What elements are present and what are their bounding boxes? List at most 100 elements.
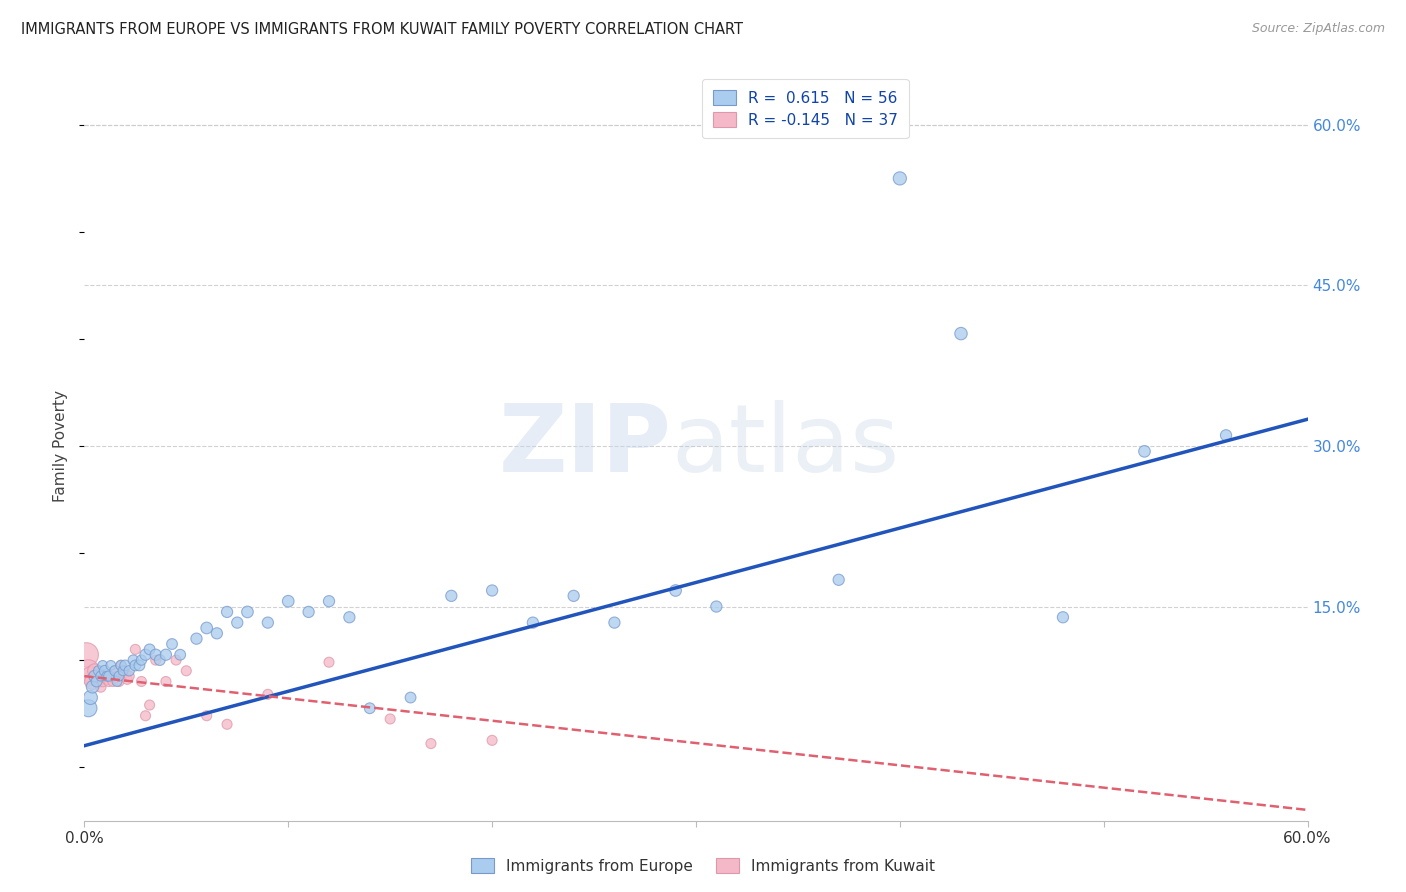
Point xyxy=(217,605,239,619)
Point xyxy=(128,658,150,673)
Point xyxy=(828,573,851,587)
Point xyxy=(138,698,160,712)
Point xyxy=(97,674,120,689)
Point xyxy=(90,669,112,683)
Point xyxy=(124,642,146,657)
Point xyxy=(380,712,402,726)
Point xyxy=(118,664,141,678)
Point xyxy=(481,733,503,747)
Point xyxy=(135,708,157,723)
Point xyxy=(155,648,177,662)
Point xyxy=(91,658,114,673)
Point xyxy=(706,599,728,614)
Point xyxy=(359,701,381,715)
Point xyxy=(110,658,132,673)
Point xyxy=(160,637,183,651)
Point xyxy=(122,653,145,667)
Text: Source: ZipAtlas.com: Source: ZipAtlas.com xyxy=(1251,22,1385,36)
Point xyxy=(114,658,136,673)
Point xyxy=(195,708,218,723)
Point xyxy=(226,615,249,630)
Point xyxy=(115,673,138,687)
Point xyxy=(77,664,100,678)
Point xyxy=(86,669,108,683)
Point xyxy=(105,669,128,683)
Point xyxy=(236,605,259,619)
Point xyxy=(112,664,135,678)
Text: ZIP: ZIP xyxy=(499,400,672,492)
Point xyxy=(87,664,110,678)
Point xyxy=(195,621,218,635)
Point xyxy=(522,615,544,630)
Point xyxy=(114,665,136,680)
Point xyxy=(83,664,105,678)
Point xyxy=(105,674,128,689)
Point xyxy=(79,690,101,705)
Point xyxy=(97,669,120,683)
Point xyxy=(318,594,340,608)
Point xyxy=(481,583,503,598)
Text: atlas: atlas xyxy=(672,400,900,492)
Point xyxy=(108,674,131,689)
Point xyxy=(205,626,228,640)
Point xyxy=(96,673,118,687)
Point xyxy=(86,674,108,689)
Point xyxy=(145,653,167,667)
Point xyxy=(112,665,135,680)
Point xyxy=(257,687,280,701)
Point xyxy=(277,594,299,608)
Point xyxy=(145,648,167,662)
Y-axis label: Family Poverty: Family Poverty xyxy=(53,390,69,502)
Point xyxy=(1133,444,1156,458)
Point xyxy=(104,664,127,678)
Point xyxy=(93,669,115,683)
Point xyxy=(318,655,340,669)
Point xyxy=(257,615,280,630)
Point xyxy=(77,701,100,715)
Point xyxy=(440,589,463,603)
Point xyxy=(96,669,118,683)
Point xyxy=(135,648,157,662)
Point xyxy=(131,674,153,689)
Point xyxy=(165,653,187,667)
Point xyxy=(87,674,110,689)
Point xyxy=(399,690,422,705)
Point xyxy=(101,674,124,689)
Point xyxy=(186,632,208,646)
Point xyxy=(562,589,585,603)
Legend: Immigrants from Europe, Immigrants from Kuwait: Immigrants from Europe, Immigrants from … xyxy=(465,852,941,880)
Point xyxy=(90,680,112,694)
Point xyxy=(83,669,105,683)
Point xyxy=(93,664,115,678)
Point xyxy=(174,664,197,678)
Point xyxy=(603,615,626,630)
Point xyxy=(1215,428,1237,442)
Point xyxy=(82,674,104,689)
Point xyxy=(110,658,132,673)
Point xyxy=(889,171,911,186)
Point xyxy=(155,674,177,689)
Point xyxy=(79,669,101,683)
Point xyxy=(124,658,146,673)
Point xyxy=(104,664,127,678)
Point xyxy=(1052,610,1074,624)
Point xyxy=(100,658,122,673)
Point xyxy=(420,737,443,751)
Point xyxy=(131,653,153,667)
Point xyxy=(118,669,141,683)
Point xyxy=(75,648,97,662)
Point xyxy=(138,642,160,657)
Text: IMMIGRANTS FROM EUROPE VS IMMIGRANTS FROM KUWAIT FAMILY POVERTY CORRELATION CHAR: IMMIGRANTS FROM EUROPE VS IMMIGRANTS FRO… xyxy=(21,22,744,37)
Point xyxy=(82,680,104,694)
Point xyxy=(108,669,131,683)
Point xyxy=(298,605,321,619)
Point xyxy=(217,717,239,731)
Point xyxy=(100,669,122,683)
Legend: R =  0.615   N = 56, R = -0.145   N = 37: R = 0.615 N = 56, R = -0.145 N = 37 xyxy=(702,79,908,138)
Point xyxy=(169,648,191,662)
Point xyxy=(149,653,172,667)
Point xyxy=(665,583,688,598)
Point xyxy=(91,674,114,689)
Point xyxy=(950,326,973,341)
Point xyxy=(339,610,361,624)
